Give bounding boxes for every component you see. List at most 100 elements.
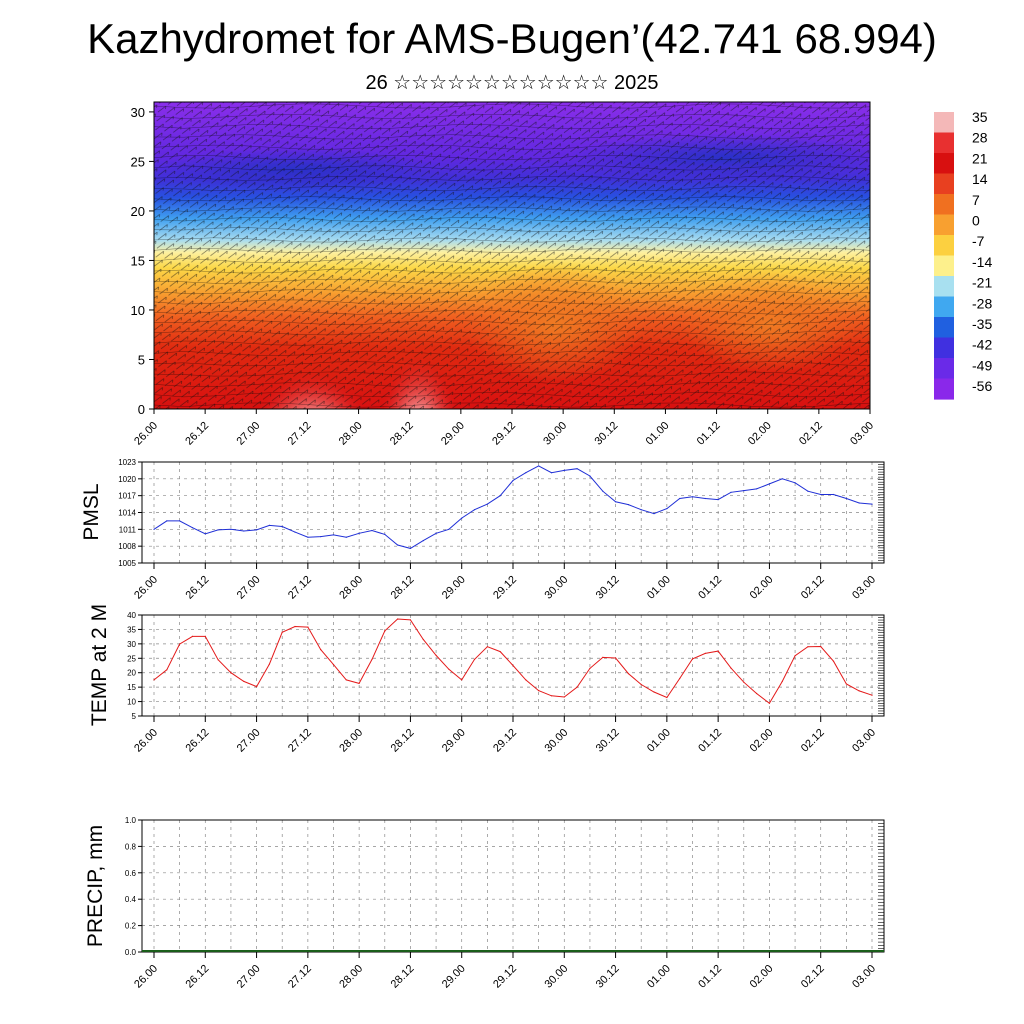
colorbar-label: -28: [972, 295, 992, 311]
data-point: [473, 658, 476, 661]
data-point: [704, 652, 706, 655]
x-tick-label: 27.12: [286, 963, 314, 991]
data-point: [576, 686, 578, 688]
x-tick-label: 28.00: [337, 727, 365, 755]
x-tick-label: 26.12: [183, 420, 211, 448]
data-point: [666, 696, 668, 699]
data-point: [307, 626, 309, 628]
colorbar-swatch: [934, 296, 954, 318]
data-point: [691, 658, 694, 660]
y-tick-label: 35: [127, 625, 136, 634]
y-tick-label: 0.8: [125, 842, 137, 851]
x-tick-label: 01.00: [644, 420, 672, 448]
data-point: [832, 493, 835, 496]
data-point: [409, 619, 411, 621]
colorbar-label: -35: [972, 316, 992, 332]
x-tick-label: 29.12: [490, 420, 518, 448]
data-point: [679, 677, 681, 680]
data-point: [217, 659, 219, 661]
x-tick-label: 27.00: [235, 963, 263, 991]
data-point: [204, 533, 206, 535]
data-point: [281, 525, 283, 528]
data-point: [243, 680, 245, 683]
x-tick-label: 30.00: [541, 420, 569, 448]
data-point: [448, 668, 450, 670]
data-point: [615, 501, 617, 503]
data-point: [435, 532, 437, 534]
data-point: [756, 692, 758, 695]
data-point: [230, 672, 232, 674]
data-point: [512, 479, 514, 482]
data-point: [294, 531, 296, 533]
y-tick-label: 30: [131, 105, 145, 120]
data-point: [550, 695, 553, 697]
colorbar-label: 28: [972, 130, 988, 146]
colorbar-label: 21: [972, 150, 988, 166]
y-tick-label: 5: [138, 352, 145, 367]
data-point: [307, 536, 309, 538]
data-point: [525, 472, 527, 474]
data-point: [538, 690, 540, 692]
data-point: [781, 478, 783, 480]
x-tick-label: 01.00: [645, 727, 673, 755]
y-tick-label: 20: [131, 204, 145, 219]
data-point: [281, 631, 283, 633]
data-point: [820, 645, 822, 648]
data-point: [717, 650, 719, 652]
y-tick-label: 15: [131, 253, 145, 268]
x-tick-label: 26.00: [132, 963, 160, 991]
x-tick-label: 27.12: [286, 574, 314, 602]
page-title: Kazhydromet for AMS-Bugen’(42.741 68.994…: [87, 15, 937, 62]
data-point: [179, 643, 181, 645]
heatmap-panel: 0 5 10 15 20 25 30 26.00 26.12 27.00 27.12 28.00 28.…: [131, 101, 876, 448]
data-point: [204, 635, 206, 638]
y-tick-label: 25: [131, 154, 145, 169]
data-point: [358, 682, 360, 685]
colorbar-swatch: [934, 337, 954, 359]
y-axis-label: PMSL: [80, 483, 103, 540]
data-point: [653, 691, 655, 693]
data-point: [397, 618, 399, 620]
y-tick-label: 0.0: [125, 948, 137, 957]
x-tick-label: 01.12: [695, 420, 723, 448]
data-point: [871, 503, 873, 505]
data-point: [486, 503, 488, 505]
y-axis-label: PRECIP, mm: [84, 825, 107, 947]
x-tick-label: 29.00: [440, 727, 468, 755]
x-tick-label: 27.12: [286, 727, 314, 755]
x-tick-label: 29.12: [491, 574, 519, 602]
data-point: [448, 528, 450, 530]
data-point: [589, 667, 591, 670]
data-point: [538, 465, 540, 467]
data-point: [807, 490, 809, 492]
x-tick-label: 27.12: [286, 420, 314, 448]
x-tick-label: 03.00: [850, 963, 878, 991]
data-point: [589, 475, 591, 477]
colorbar-swatch: [934, 132, 954, 154]
y-tick-label: 40: [127, 611, 136, 620]
data-point: [499, 495, 501, 497]
data-point: [602, 656, 604, 659]
data-point: [179, 520, 181, 522]
colorbar-label: -56: [972, 378, 992, 394]
data-point: [217, 529, 219, 531]
panel-temp-at-2-m: 5 10 15 20 25 30 35 40 26.00 26.12 27.00 27.12 28.00…: [88, 604, 885, 755]
x-tick-label: 26.00: [132, 574, 160, 602]
data-point: [409, 547, 411, 550]
x-tick-label: 01.12: [696, 963, 724, 991]
colorbar-swatch: [934, 173, 954, 195]
panel-precip: 0.0 0.2 0.4 0.6 0.8 1.0 26.00 26.12 27.00 27.12 28…: [84, 816, 885, 991]
colorbar-label: -42: [972, 337, 992, 353]
data-point: [371, 529, 373, 532]
data-point: [807, 646, 809, 648]
x-tick-label: 27.00: [234, 420, 262, 448]
data-point: [550, 472, 553, 474]
data-point: [486, 646, 488, 648]
data-point: [191, 527, 194, 529]
data-point: [576, 468, 578, 470]
data-point: [627, 504, 630, 506]
data-point: [345, 679, 347, 681]
data-point: [332, 534, 335, 536]
data-point: [153, 679, 155, 681]
